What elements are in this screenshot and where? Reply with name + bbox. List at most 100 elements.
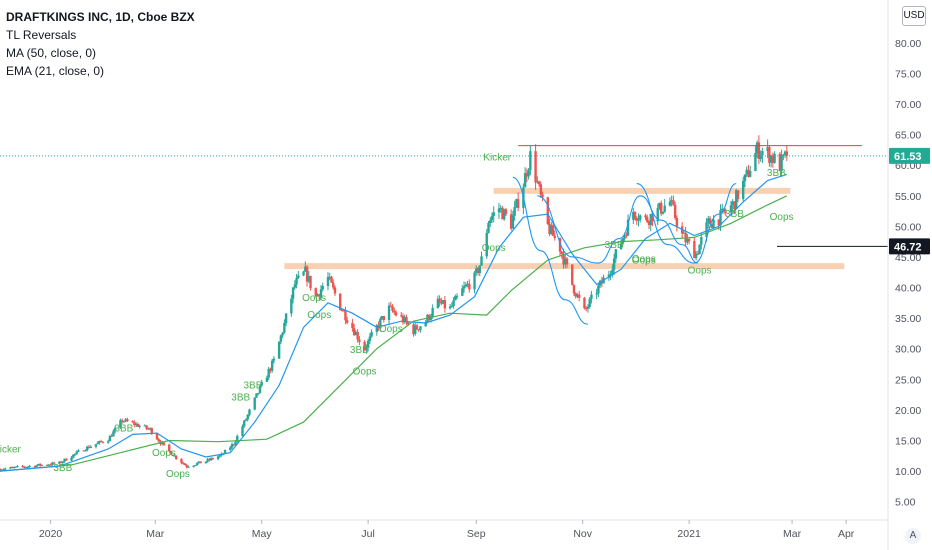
candle-body	[16, 466, 19, 468]
indicator-ma[interactable]: MA (50, close, 0)	[6, 46, 97, 60]
candle-body	[338, 293, 342, 310]
signal-label: Oops	[482, 243, 506, 254]
candle-body	[72, 454, 75, 458]
candle-body	[204, 461, 208, 464]
indicator-ema[interactable]: EMA (21, close, 0)	[6, 64, 105, 78]
candle-body	[229, 447, 232, 450]
candle-body	[735, 190, 738, 210]
candle-body	[562, 253, 565, 265]
price-tick-label: 65.00	[895, 130, 921, 142]
candle-body	[480, 256, 483, 266]
price-tick-label: 35.00	[895, 313, 921, 325]
marker-price-tag-bg	[889, 238, 930, 255]
candle-body	[84, 450, 87, 452]
candle-body	[375, 325, 379, 333]
time-tick-label: Mar	[146, 528, 165, 540]
candle-body	[86, 446, 89, 451]
candle-body	[565, 258, 569, 265]
candle-body	[150, 428, 153, 434]
candle-body	[682, 232, 686, 234]
candle-body	[365, 347, 368, 351]
candle-body	[87, 446, 91, 449]
candle-body	[216, 456, 220, 460]
support-zone-0	[284, 263, 845, 270]
auto-scale-button[interactable]: A	[905, 528, 921, 544]
candle-body	[694, 253, 698, 259]
candle-body	[162, 442, 166, 445]
price-tick-label: 20.00	[895, 405, 921, 417]
candle-body	[181, 462, 185, 464]
signal-label: Kicker	[483, 152, 511, 163]
candle-body	[12, 467, 16, 469]
candle-body	[516, 199, 520, 208]
signal-label: Oops	[353, 366, 377, 377]
candle-body	[258, 385, 262, 393]
candle-body	[65, 458, 68, 461]
candle-body	[236, 435, 239, 442]
candle-body	[637, 219, 640, 221]
price-tick-label: 55.00	[895, 191, 921, 203]
candle-body	[761, 151, 764, 156]
candle-body	[560, 251, 563, 254]
currency-button[interactable]: USD	[902, 6, 926, 26]
candle-body	[440, 302, 443, 304]
candle-body	[511, 215, 515, 229]
candle-body	[717, 219, 720, 226]
candle-body	[502, 209, 506, 220]
candle-body	[391, 306, 394, 311]
candle-body	[284, 313, 288, 323]
candle-body	[497, 208, 501, 213]
candle-body	[232, 444, 235, 446]
candle-body	[537, 181, 541, 185]
candle-body	[745, 169, 748, 175]
candle-body	[316, 294, 319, 297]
candle-body	[649, 213, 652, 226]
signal-label: Oops	[688, 265, 712, 276]
candle-body	[290, 298, 293, 314]
candle-body	[309, 275, 312, 289]
candle-body	[755, 142, 759, 154]
curved-trend-line-2	[636, 182, 737, 264]
candle-body	[400, 315, 403, 317]
candle-body	[148, 428, 152, 430]
candle-body	[40, 464, 44, 466]
price-tick-label: 40.00	[895, 283, 921, 295]
candle-body	[333, 287, 337, 294]
candle-body	[73, 453, 77, 455]
candle-body	[639, 215, 642, 220]
candle-body	[403, 317, 406, 323]
price-tick-label: 30.00	[895, 344, 921, 356]
candle-body	[96, 442, 99, 445]
candle-body	[75, 451, 78, 454]
candle-body	[183, 463, 187, 466]
signal-label: Oops	[632, 254, 656, 265]
candle-body	[741, 181, 745, 200]
candle-body	[515, 199, 518, 207]
candle-body	[243, 420, 246, 427]
candle-body	[660, 202, 663, 214]
indicator-tl-reversals[interactable]: TL Reversals	[6, 28, 77, 42]
signal-label: 3BB	[114, 423, 133, 434]
candle-body	[354, 332, 358, 336]
candle-body	[696, 253, 700, 255]
candle-body	[661, 211, 665, 214]
candle-body	[269, 368, 272, 371]
price-tick-label: 80.00	[895, 38, 921, 50]
candle-body	[401, 316, 405, 323]
candle-body	[663, 205, 666, 212]
candle-body	[143, 425, 147, 427]
candle-body	[363, 341, 366, 351]
candle-body	[448, 306, 452, 309]
candle-body	[319, 289, 323, 297]
candle-body	[195, 463, 199, 466]
candle-body	[110, 435, 113, 437]
symbol-title: DRAFTKINGS INC, 1D, Cboe BZX	[6, 10, 195, 24]
candle-body	[293, 284, 297, 288]
time-tick-label: Jul	[361, 528, 374, 540]
candle-body	[47, 464, 51, 466]
candle-body	[157, 439, 160, 442]
candle-body	[218, 455, 222, 457]
candle-body	[705, 222, 708, 237]
